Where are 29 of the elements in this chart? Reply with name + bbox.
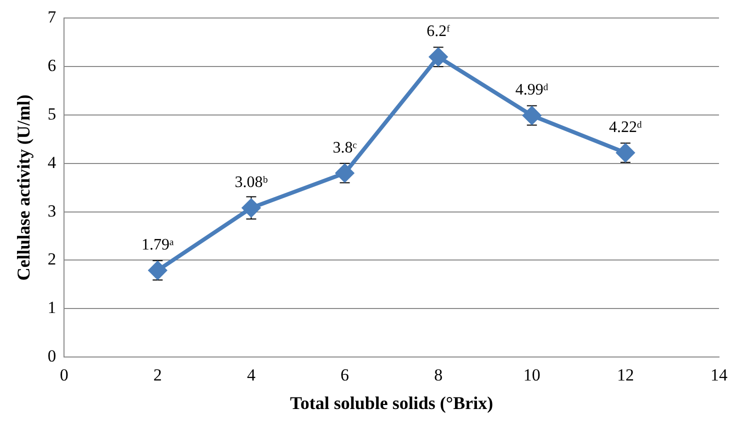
data-label: 3.08ᵇ	[234, 174, 268, 192]
point	[522, 106, 541, 124]
point	[616, 144, 634, 162]
x-axis-title: Total soluble solids (°Brix)	[290, 392, 494, 413]
y-tick-label: 3	[48, 201, 56, 220]
y-tick-label: 2	[48, 250, 56, 269]
x-tick-label: 12	[616, 366, 634, 385]
x-tick-label: 10	[523, 366, 540, 385]
point	[336, 164, 354, 182]
y-tick-label: 4	[48, 152, 57, 172]
y-tick-label: 5	[48, 104, 56, 124]
x-tick-label: 4	[246, 366, 256, 385]
data-label: 3.8ᶜ	[332, 139, 357, 156]
y-tick-label: 0	[48, 346, 56, 366]
y-axis-title: Cellulase activity (U/ml)	[13, 94, 34, 281]
point	[429, 48, 448, 66]
data-label: 4.22ᵈ	[608, 118, 642, 136]
y-tick-label: 1	[48, 298, 56, 318]
y-tick-label: 7	[48, 8, 57, 27]
point	[148, 261, 167, 280]
x-tick-label: 6	[340, 366, 350, 385]
point	[242, 198, 260, 217]
data-label: 1.79ᵃ	[141, 236, 174, 254]
x-tick-label: 14	[710, 366, 728, 385]
x-tick-label: 8	[434, 366, 443, 385]
data-label: 4.99ᵈ	[515, 82, 548, 99]
y-tick-label: 6	[48, 56, 56, 76]
x-tick-label: 2	[153, 366, 162, 385]
data-label: 6.2ᶠ	[426, 23, 451, 40]
